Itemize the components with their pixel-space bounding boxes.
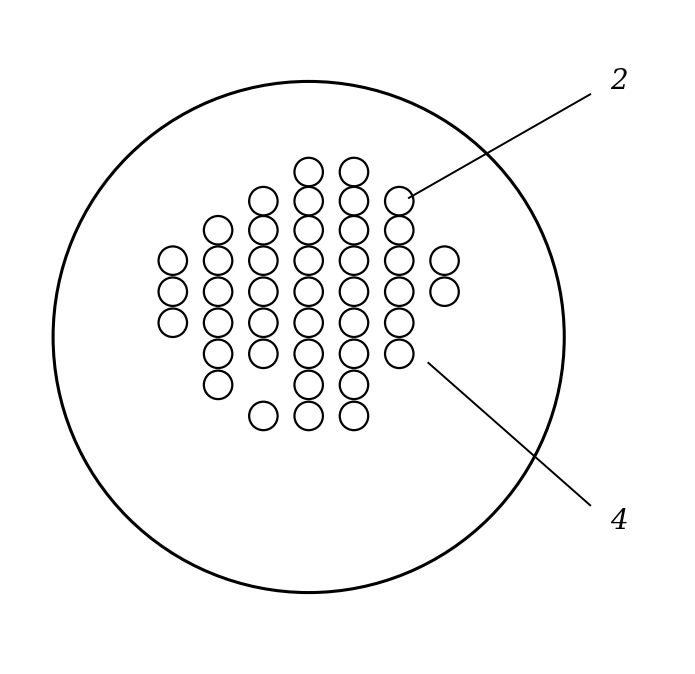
Text: 4: 4 (610, 508, 628, 535)
Circle shape (204, 216, 232, 245)
Circle shape (249, 278, 277, 306)
Circle shape (249, 247, 277, 275)
Circle shape (204, 309, 232, 337)
Circle shape (340, 216, 368, 245)
Circle shape (340, 247, 368, 275)
Circle shape (340, 340, 368, 368)
Circle shape (249, 187, 277, 216)
Circle shape (340, 402, 368, 430)
Circle shape (158, 278, 187, 306)
Circle shape (295, 309, 323, 337)
Circle shape (158, 247, 187, 275)
Circle shape (340, 187, 368, 216)
Circle shape (385, 187, 414, 216)
Circle shape (249, 309, 277, 337)
Text: 2: 2 (610, 68, 628, 95)
Circle shape (295, 371, 323, 399)
Circle shape (340, 371, 368, 399)
Circle shape (295, 187, 323, 216)
Circle shape (430, 278, 459, 306)
Circle shape (385, 278, 414, 306)
Circle shape (295, 247, 323, 275)
Circle shape (295, 216, 323, 245)
Circle shape (204, 340, 232, 368)
Circle shape (340, 158, 368, 186)
Circle shape (204, 278, 232, 306)
Circle shape (249, 402, 277, 430)
Circle shape (204, 247, 232, 275)
Circle shape (295, 402, 323, 430)
Circle shape (249, 216, 277, 245)
Circle shape (385, 340, 414, 368)
Circle shape (249, 340, 277, 368)
Circle shape (158, 309, 187, 337)
Circle shape (430, 247, 459, 275)
Circle shape (340, 309, 368, 337)
Circle shape (385, 216, 414, 245)
Circle shape (385, 247, 414, 275)
Circle shape (295, 158, 323, 186)
Circle shape (204, 371, 232, 399)
Circle shape (295, 278, 323, 306)
Circle shape (295, 340, 323, 368)
Circle shape (385, 309, 414, 337)
Circle shape (340, 278, 368, 306)
